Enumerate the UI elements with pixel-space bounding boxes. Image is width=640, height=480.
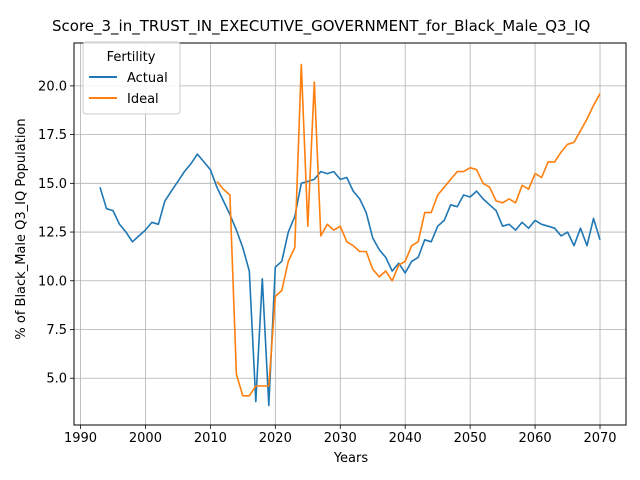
y-tick-label: 7.5	[46, 323, 67, 338]
x-tick-label: 2020	[259, 431, 292, 446]
x-tick-label: 2000	[129, 431, 162, 446]
x-tick-label: 2010	[194, 431, 227, 446]
legend-label-actual: Actual	[127, 71, 168, 86]
legend-box	[82, 41, 181, 115]
legend-label-ideal: Ideal	[127, 92, 159, 107]
x-axis-ticks: 1990 2000 2010 2020 2030 2040 2050 2060 2070	[64, 425, 617, 446]
series-lines	[99, 63, 601, 407]
y-tick-label: 20.0	[38, 79, 67, 94]
plot-frame	[73, 42, 627, 426]
y-axis-ticks: 5.0 7.5 10.0 12.5 15.0 17.5 20.0	[38, 79, 74, 387]
x-tick-label: 1990	[64, 431, 97, 446]
y-tick-label: 17.5	[38, 128, 67, 143]
y-tick-label: 15.0	[38, 177, 67, 192]
x-axis-label: Years	[333, 451, 369, 466]
series-line-actual	[99, 153, 601, 407]
legend: Fertility Actual Ideal	[82, 41, 181, 115]
legend-title: Fertility	[107, 50, 156, 65]
x-tick-label: 2070	[583, 431, 616, 446]
series-line-ideal	[216, 63, 601, 397]
y-axis-label: % of Black_Male Q3_IQ Population	[14, 118, 29, 339]
x-tick-label: 2060	[519, 431, 552, 446]
y-tick-label: 5.0	[46, 372, 67, 387]
y-tick-label: 12.5	[38, 226, 67, 241]
y-tick-label: 10.0	[38, 274, 67, 289]
chart-title: Score_3_in_TRUST_IN_EXECUTIVE_GOVERNMENT…	[52, 17, 590, 36]
x-tick-label: 2030	[324, 431, 357, 446]
x-tick-label: 2050	[454, 431, 487, 446]
x-tick-label: 2040	[389, 431, 422, 446]
